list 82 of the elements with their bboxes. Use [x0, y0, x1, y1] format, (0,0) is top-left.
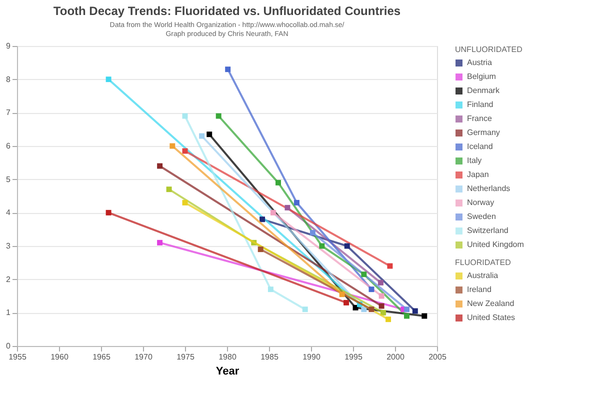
legend-label: New Zealand — [467, 299, 514, 308]
point — [361, 272, 367, 278]
point — [302, 306, 308, 312]
legend-label: Finland — [467, 100, 494, 109]
point — [344, 243, 350, 249]
point — [106, 76, 112, 82]
legend-label: United Kingdom — [467, 240, 524, 249]
legend-label: Iceland — [467, 142, 493, 151]
point — [268, 286, 274, 292]
x-tick-label: 1970 — [134, 352, 153, 362]
point — [368, 306, 374, 312]
x-tick-label: 1975 — [176, 352, 195, 362]
x-tick-label: 2005 — [428, 352, 447, 362]
legend-label: Japan — [467, 170, 489, 179]
point — [225, 66, 231, 72]
y-tick-label: 3 — [6, 242, 12, 250]
x-tick-label: 1960 — [50, 352, 69, 362]
legend-label: Netherlands — [467, 184, 510, 193]
legend-label: Sweden — [467, 212, 496, 221]
point — [378, 280, 384, 286]
point — [258, 246, 264, 252]
point — [260, 216, 266, 222]
point — [157, 163, 163, 169]
y-tick-label: 4 — [6, 208, 12, 218]
x-tick-label: 2000 — [386, 352, 405, 362]
y-tick-label: 7 — [6, 108, 12, 118]
x-tick-label: 1990 — [302, 352, 321, 362]
point — [412, 308, 418, 314]
legend-label: United States — [467, 313, 516, 322]
x-tick-label: 1995 — [344, 352, 363, 362]
y-tick-label: 2 — [6, 274, 12, 284]
point — [199, 133, 205, 139]
legend-label: Australia — [467, 271, 499, 280]
y-tick-label: 9 — [6, 42, 12, 50]
point — [170, 143, 176, 149]
chart-title: Tooth Decay Trends: Fluoridated vs. Unfluoridated Countries — [53, 4, 401, 18]
point — [106, 210, 112, 216]
point — [422, 313, 428, 319]
legend-label: Austria — [467, 58, 492, 67]
y-tick-label: 5 — [6, 174, 12, 184]
point — [404, 313, 410, 319]
point — [368, 286, 374, 292]
point — [270, 210, 276, 216]
point — [182, 200, 188, 206]
point — [380, 310, 386, 316]
point — [387, 263, 393, 269]
point — [344, 300, 350, 306]
legend-label: Norway — [467, 198, 494, 207]
text: UNFLUORIDATED — [455, 45, 522, 54]
legend-label: Ireland — [467, 285, 492, 294]
point — [166, 186, 172, 192]
point — [319, 243, 325, 249]
point — [352, 304, 358, 310]
point — [294, 200, 300, 206]
point — [386, 316, 392, 322]
legend-label: Belgium — [467, 72, 496, 81]
point — [378, 303, 384, 309]
y-tick-label: 1 — [6, 308, 12, 318]
legend-label: Italy — [467, 156, 482, 165]
legend-label: Switzerland — [467, 226, 508, 235]
point — [378, 293, 384, 299]
legend-label: Denmark — [467, 86, 500, 95]
y-tick-label: 8 — [6, 74, 12, 84]
point — [216, 113, 222, 119]
x-tick-label: 1980 — [218, 352, 237, 362]
x-tick-label: 1965 — [92, 352, 111, 362]
point — [339, 292, 345, 298]
point — [276, 180, 281, 186]
x-tick-label: 1955 — [8, 352, 27, 362]
x-axis-title: Year — [216, 366, 240, 378]
text: FLUORIDATED — [455, 258, 511, 267]
y-tick-label: 6 — [6, 142, 12, 150]
legend-label: France — [467, 114, 492, 123]
point — [206, 132, 212, 138]
point — [404, 306, 410, 312]
point — [361, 306, 367, 312]
point — [284, 204, 290, 210]
point — [157, 240, 163, 246]
point — [310, 230, 316, 236]
x-tick-label: 1985 — [260, 352, 279, 362]
legend-label: Germany — [467, 128, 500, 137]
y-tick-label: 0 — [6, 342, 12, 350]
